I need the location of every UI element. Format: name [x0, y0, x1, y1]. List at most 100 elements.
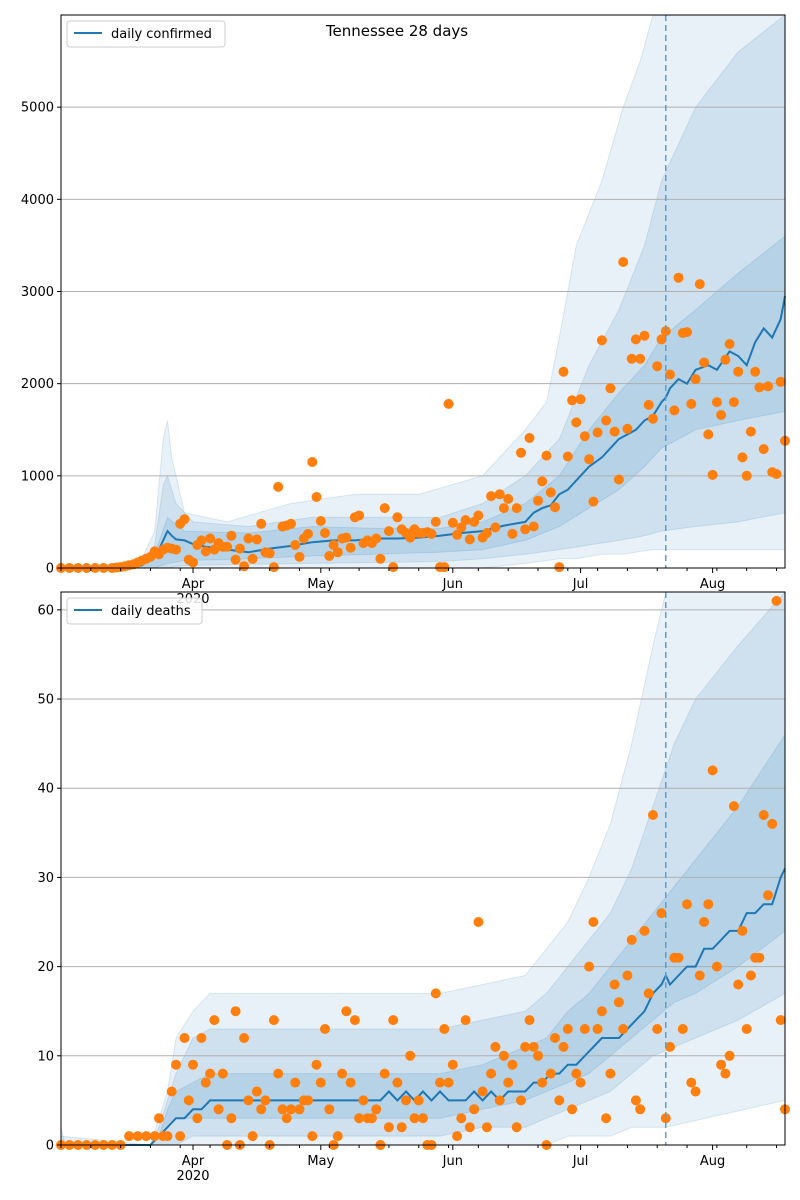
data-point [205, 1068, 216, 1079]
data-point [320, 528, 330, 538]
data-point [464, 1122, 475, 1133]
data-point [324, 1104, 335, 1115]
data-point [443, 1077, 454, 1088]
data-point [562, 1024, 573, 1034]
y-tick-label: 5000 [21, 101, 54, 116]
data-point [596, 1006, 607, 1017]
data-point [286, 518, 296, 529]
axes-frame [60, 591, 786, 1146]
data-point [213, 1104, 224, 1115]
data-point [754, 952, 765, 963]
data-point [775, 376, 786, 387]
data-point [626, 353, 637, 364]
data-point [196, 535, 207, 546]
data-point [652, 361, 663, 372]
data-point [592, 427, 603, 438]
data-point [686, 398, 697, 409]
data-point [728, 801, 739, 812]
data-point [366, 1113, 377, 1124]
data-point [375, 553, 386, 564]
data-point [456, 1113, 467, 1124]
data-point [315, 516, 326, 526]
data-point [294, 1104, 305, 1115]
data-point [392, 1077, 403, 1088]
data-point [716, 1059, 727, 1070]
data-point [558, 366, 569, 377]
data-point [141, 1131, 152, 1142]
data-point [239, 561, 250, 572]
legend-box [66, 20, 226, 48]
data-point [430, 988, 441, 999]
x-tick-label: May [307, 577, 334, 592]
chart-title: Tennessee 28 days [325, 22, 468, 40]
legend: daily deaths [66, 597, 203, 625]
data-point [192, 1113, 203, 1124]
data-point [196, 1033, 207, 1043]
x-tick-label: Aug [700, 1154, 725, 1169]
data-point [405, 1050, 416, 1061]
data-point [690, 1086, 701, 1097]
data-point [665, 369, 675, 380]
data-point [435, 1077, 445, 1088]
data-point [716, 410, 727, 420]
data-point [707, 469, 718, 480]
legend-label: daily confirmed [111, 27, 212, 42]
data-point [234, 543, 245, 554]
data-point [337, 1068, 348, 1079]
data-point [498, 1050, 509, 1061]
data-point [328, 540, 339, 550]
data-point [605, 1068, 616, 1079]
data-point [541, 450, 552, 461]
data-point [639, 925, 650, 936]
data-point [571, 417, 582, 428]
y-tick-label: 0 [46, 562, 54, 577]
data-point [682, 327, 692, 338]
data-point [345, 1077, 356, 1088]
data-point [741, 1024, 752, 1034]
y-tick-label: 4000 [21, 193, 54, 208]
data-point [200, 546, 211, 557]
data-point [332, 547, 343, 558]
data-point [537, 1077, 548, 1088]
data-point [630, 334, 641, 345]
data-point [694, 970, 705, 981]
data-point [682, 899, 692, 910]
data-point [447, 1059, 458, 1070]
y-tick-label: 2000 [21, 377, 54, 392]
data-point [737, 452, 748, 463]
data-point [494, 1095, 505, 1106]
data-point [401, 1095, 411, 1106]
data-point [545, 487, 556, 498]
data-point [477, 1086, 488, 1097]
data-point [584, 454, 595, 465]
data-point [673, 952, 684, 963]
data-point [575, 1077, 586, 1088]
data-point [175, 1131, 186, 1142]
data-point [460, 515, 471, 526]
x-tick-label: Apr [182, 577, 205, 592]
data-point [171, 544, 181, 555]
data-point [511, 503, 522, 514]
data-point [613, 474, 624, 485]
data-point [243, 1095, 254, 1106]
x-tick-label: Apr [182, 1154, 205, 1169]
data-point [528, 1041, 539, 1052]
data-point [660, 1113, 671, 1124]
data-point [396, 1122, 407, 1133]
x-tick-label: Jul [572, 1154, 589, 1169]
data-point [469, 1104, 480, 1115]
data-point [575, 394, 586, 405]
data-point [754, 382, 765, 393]
data-point [711, 397, 722, 408]
data-point [486, 491, 497, 502]
data-point [643, 399, 654, 410]
data-point [771, 595, 782, 606]
data-point [652, 1024, 663, 1034]
data-point [418, 1113, 428, 1124]
data-point [268, 562, 279, 573]
data-point [392, 512, 403, 523]
data-point [256, 1104, 267, 1115]
data-point [694, 279, 705, 290]
